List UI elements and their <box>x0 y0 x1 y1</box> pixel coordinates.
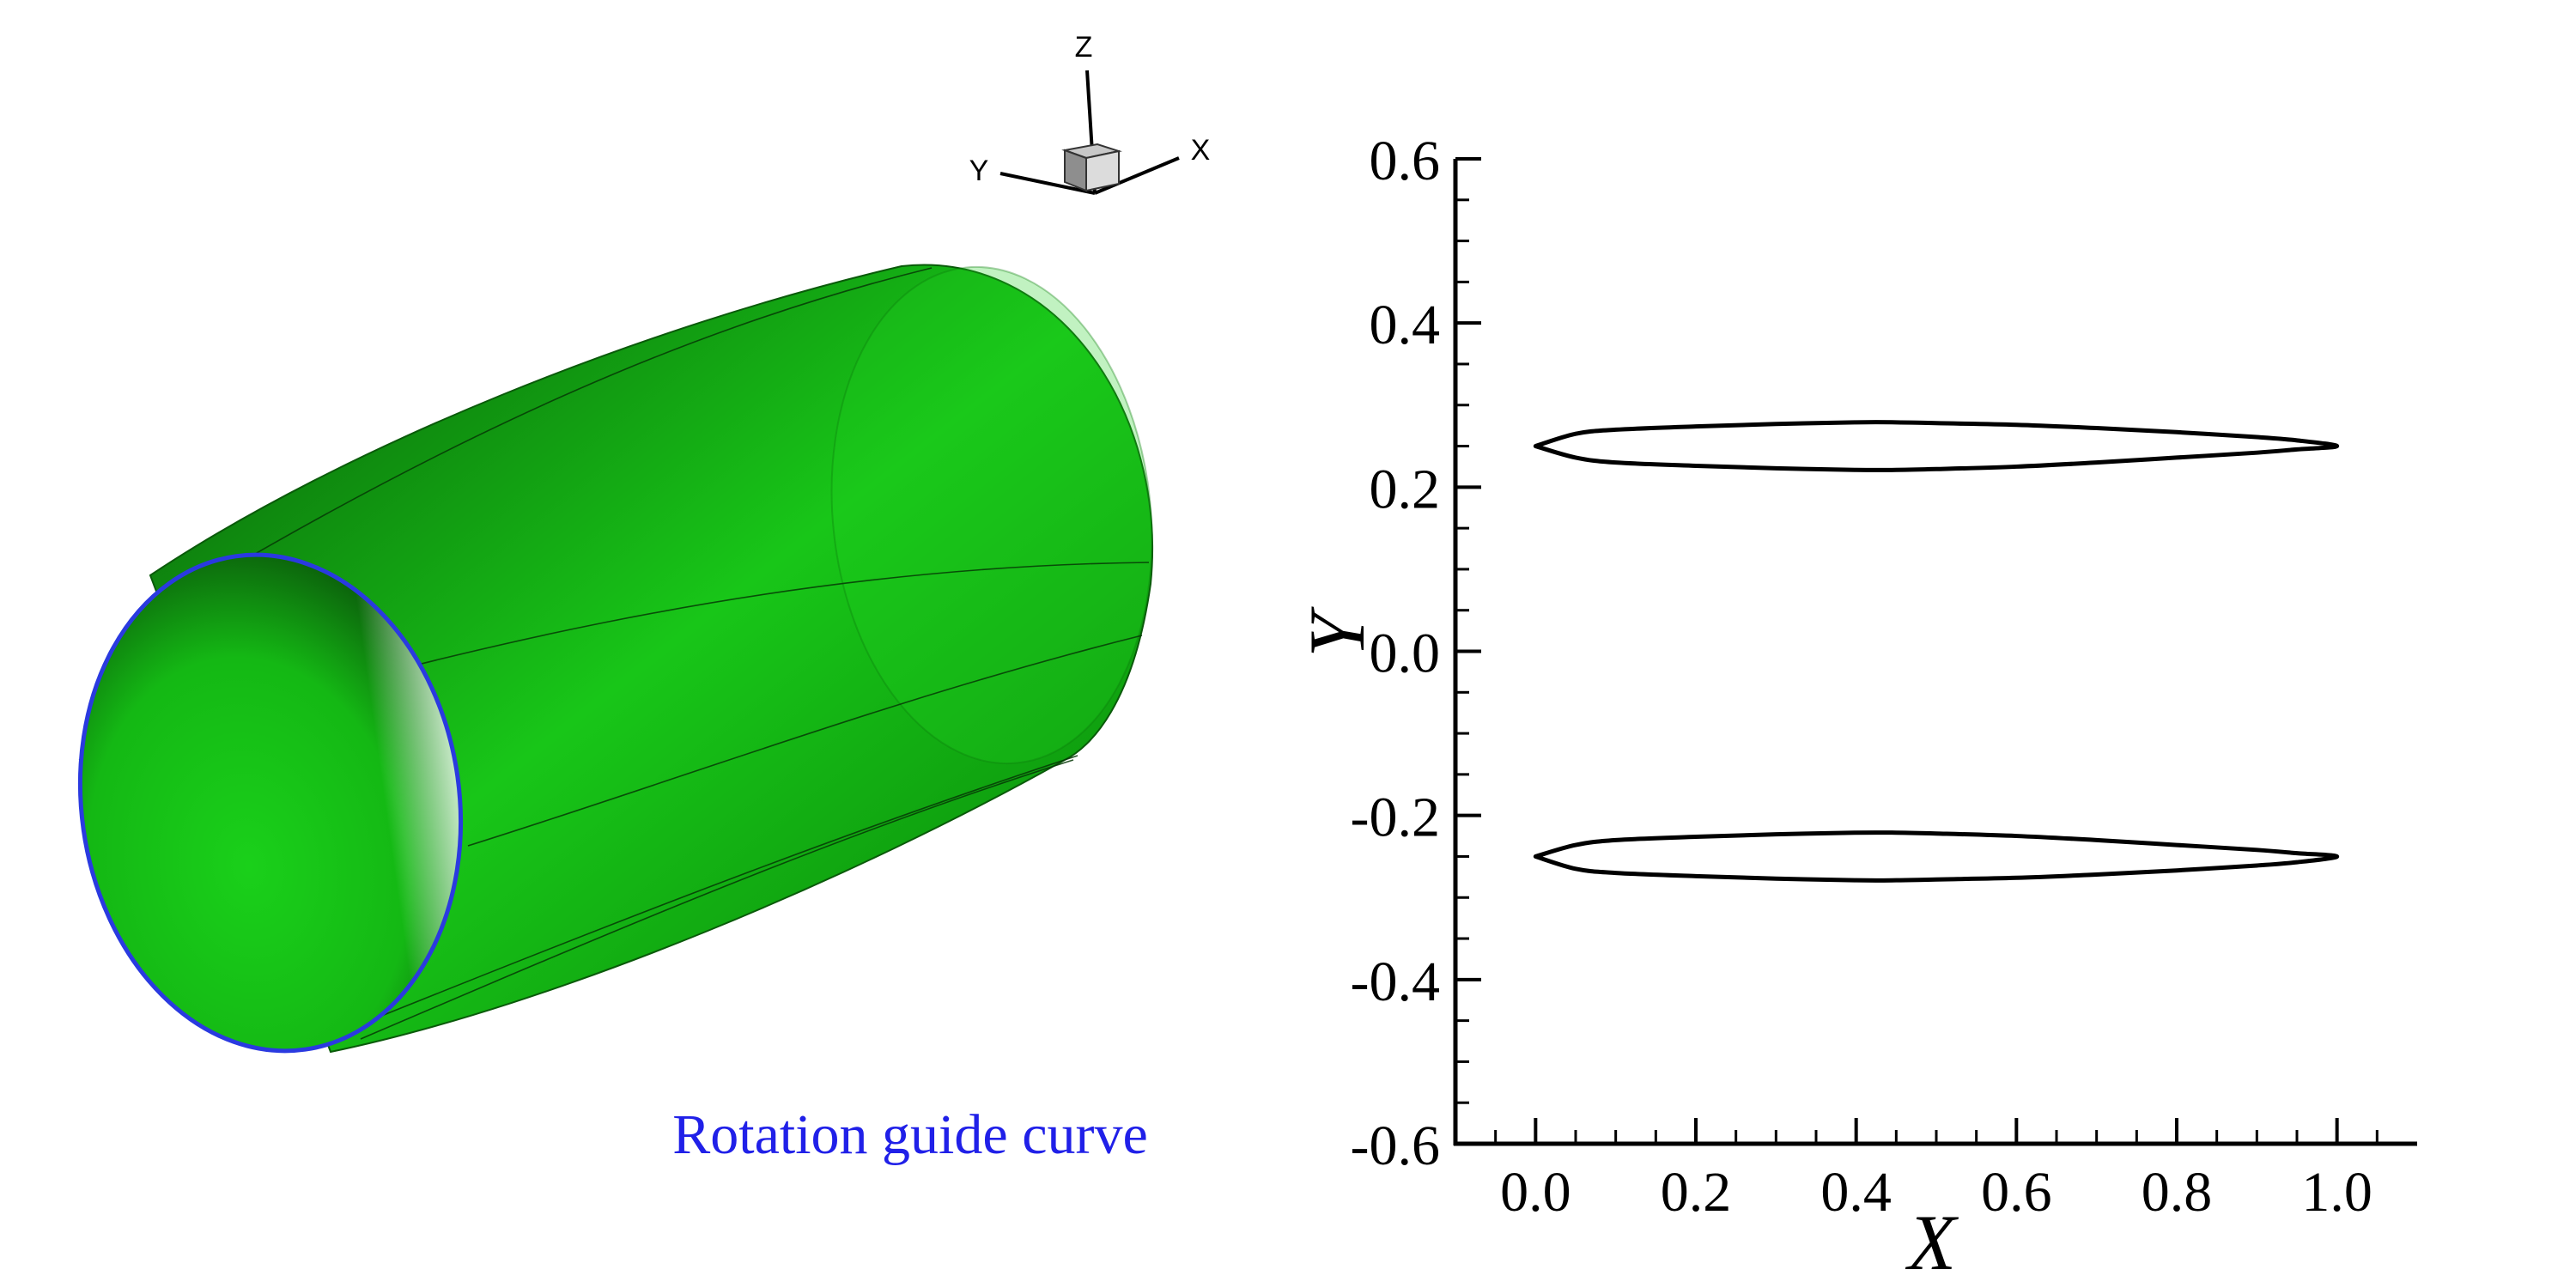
profile-curves <box>1533 420 2340 883</box>
x-tick-label: 0.6 <box>1981 1161 2052 1224</box>
rotation-guide-curve <box>77 552 464 1054</box>
y-tick-label: -0.2 <box>1351 787 1440 849</box>
inner-rim-highlight <box>80 555 461 1051</box>
profile-curve-1 <box>1533 420 2340 472</box>
y-tick-label: 0.4 <box>1370 294 1441 356</box>
y-axis-title: Y <box>1293 606 1381 658</box>
axis-triad: Z Y X <box>969 31 1211 195</box>
guide-curve-annotation: Rotation guide curve <box>672 1103 1148 1166</box>
y-tick-label: 0.0 <box>1370 623 1441 685</box>
profile-curve-2 <box>1533 830 2340 883</box>
x-axis-ticks: 0.0 0.2 0.4 0.6 0.8 1.0 <box>1494 1118 2379 1224</box>
triad-z-label: Z <box>1075 31 1093 64</box>
y-axis-ticks: 0.6 0.4 0.2 0.0 -0.2 -0.4 -0.6 <box>1351 130 1481 1177</box>
triad-x-label: X <box>1191 134 1211 167</box>
x-tick-label: 0.8 <box>2142 1161 2213 1224</box>
triad-cube <box>1061 143 1122 192</box>
triad-x-axis <box>1094 156 1180 195</box>
x-tick-label: 0.2 <box>1661 1161 1732 1224</box>
xy-plot: 0.6 0.4 0.2 0.0 -0.2 -0.4 -0.6 0.0 0.2 0.4 0.6 0.8… <box>1293 130 2417 1286</box>
y-tick-label: -0.6 <box>1351 1115 1440 1177</box>
triad-y-axis <box>999 172 1096 195</box>
x-tick-label: 0.0 <box>1500 1161 1571 1224</box>
y-tick-label: 0.2 <box>1370 458 1441 520</box>
x-tick-label: 1.0 <box>2301 1161 2372 1224</box>
x-tick-label: 0.4 <box>1820 1161 1892 1224</box>
triad-y-label: Y <box>969 155 989 187</box>
aft-end-shading <box>830 265 1153 765</box>
x-axis-title: X <box>1905 1199 1959 1286</box>
rendered-nacelle <box>77 264 1153 1054</box>
y-tick-label: -0.4 <box>1351 951 1440 1013</box>
y-tick-label: 0.6 <box>1370 130 1441 192</box>
